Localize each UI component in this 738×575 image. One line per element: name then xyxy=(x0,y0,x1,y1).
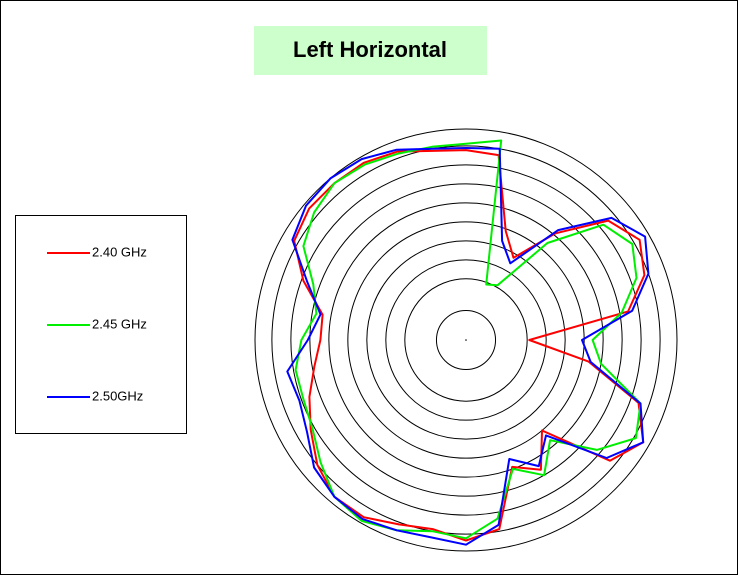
grid-ring xyxy=(404,278,528,402)
legend-box xyxy=(15,215,187,434)
pattern-line xyxy=(293,149,646,542)
grid-ring xyxy=(366,240,566,440)
legend-label: 2.50GHz xyxy=(92,388,143,403)
grid-ring xyxy=(271,145,661,535)
legend-label: 2.40 GHz xyxy=(92,244,147,259)
grid-ring xyxy=(385,259,547,421)
pattern-line xyxy=(294,139,642,540)
title-box xyxy=(254,26,487,75)
grid-ring xyxy=(254,128,678,552)
grid-ring xyxy=(328,202,604,478)
grid-ring xyxy=(347,221,585,459)
center-dot xyxy=(465,339,467,341)
grid-ring xyxy=(309,183,623,497)
grid-ring xyxy=(435,309,497,371)
legend-label: 2.45 GHz xyxy=(92,316,147,331)
chart-title: Left Horizontal xyxy=(293,37,447,62)
grid-ring xyxy=(290,164,642,516)
pattern-line xyxy=(286,147,650,546)
